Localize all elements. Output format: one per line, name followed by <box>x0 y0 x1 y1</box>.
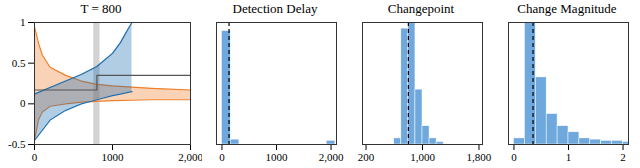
html-text:T = 800: T = 800 <box>80 1 122 16</box>
svg-text:0: 0 <box>219 151 225 163</box>
html-text:Change Magnitude: Change Magnitude <box>517 1 617 16</box>
svg-text:2,000: 2,000 <box>178 151 202 163</box>
html-text:Changepoint: Changepoint <box>387 1 455 16</box>
svg-text:1000: 1000 <box>102 151 125 163</box>
svg-text:2,000: 2,000 <box>319 151 344 163</box>
svg-text:2: 2 <box>620 151 626 163</box>
svg-text:1,800: 1,800 <box>467 151 492 163</box>
svg-text:1: 1 <box>566 151 572 163</box>
svg-text:1,000: 1,000 <box>410 151 435 163</box>
html-text:Detection Delay: Detection Delay <box>232 1 318 16</box>
svg-text:0: 0 <box>20 97 26 109</box>
svg-text:1: 1 <box>20 18 26 28</box>
svg-text:0: 0 <box>32 151 38 163</box>
svg-text:200: 200 <box>358 151 375 163</box>
svg-text:1000: 1000 <box>266 151 289 163</box>
svg-text:-0.5: -0.5 <box>8 138 26 150</box>
svg-text:0.5: 0.5 <box>12 57 26 69</box>
svg-text:0: 0 <box>511 151 517 163</box>
